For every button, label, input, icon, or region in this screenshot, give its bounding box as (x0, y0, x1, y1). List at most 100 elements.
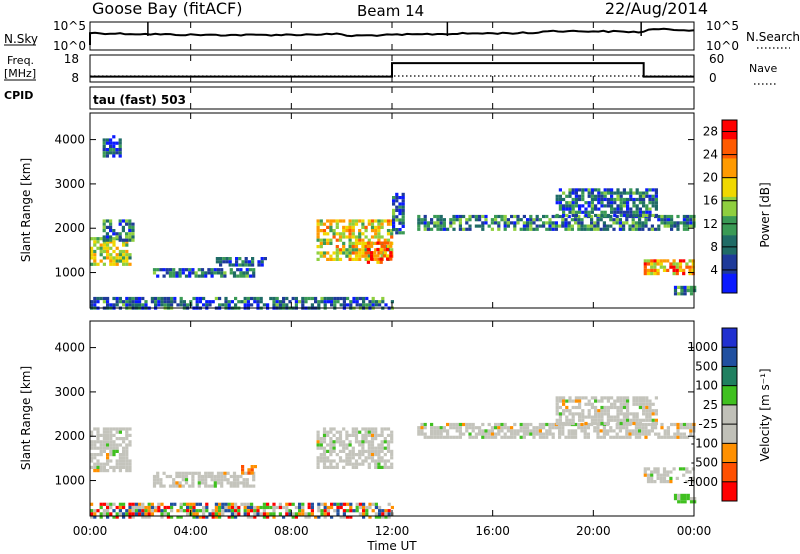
heatmap-cell (374, 232, 378, 236)
heatmap-cell (154, 300, 158, 304)
heatmap-cell (487, 432, 491, 436)
heatmap-cell (680, 493, 684, 497)
heatmap-cell (383, 453, 387, 457)
heatmap-cell (657, 214, 661, 219)
heatmap-cell (176, 303, 180, 307)
heatmap-cell (358, 248, 362, 252)
heatmap-cell (594, 197, 598, 202)
heatmap-cell (590, 405, 594, 410)
x-tick-label: 12:00 (375, 524, 410, 538)
heatmap-cell (342, 303, 346, 307)
heatmap-cell (590, 191, 594, 195)
heatmap-cell (131, 229, 135, 233)
heatmap-cell (634, 435, 638, 439)
y-tick-label: 3000 (54, 177, 85, 191)
heatmap-cell (207, 471, 211, 475)
heatmap-cell (335, 225, 339, 229)
heatmap-cell (214, 502, 218, 506)
heatmap-cell (629, 194, 633, 198)
heatmap-cell (326, 505, 330, 510)
heatmap-cell (96, 453, 100, 457)
heatmap-cell (659, 259, 663, 263)
heatmap-cell (548, 224, 552, 228)
heatmap-cell (532, 429, 536, 433)
heatmap-cell (144, 515, 148, 519)
heatmap-cell (197, 481, 201, 485)
heatmap-cell (629, 188, 633, 192)
heatmap-cell (125, 443, 129, 447)
heatmap-cell (314, 515, 318, 519)
heatmap-cell (319, 453, 323, 457)
heatmap-cell (345, 433, 349, 437)
heatmap-cell (638, 399, 642, 403)
heatmap-cell (118, 249, 122, 254)
heatmap-cell (348, 222, 352, 226)
heatmap-cell (616, 197, 620, 202)
heatmap-cell (672, 259, 676, 263)
heatmap-cell (181, 271, 185, 275)
heatmap-cell (102, 249, 106, 254)
heatmap-cell (578, 207, 582, 211)
heatmap-cell (128, 253, 132, 257)
heatmap-cell (307, 515, 311, 519)
heatmap-cell (571, 405, 575, 410)
heatmap-cell (638, 429, 642, 433)
heatmap-cell (384, 512, 388, 516)
heatmap-cell (191, 474, 195, 479)
heatmap-cell (122, 253, 126, 257)
heatmap-cell (243, 505, 247, 510)
heatmap-cell (122, 256, 126, 260)
heatmap-cell (558, 188, 562, 192)
heatmap-cell (619, 194, 623, 198)
heatmap-cell (657, 224, 661, 228)
heatmap-cell (645, 207, 649, 211)
heatmap-cell (172, 274, 176, 278)
heatmap-cell (162, 484, 166, 488)
heatmap-cell (629, 191, 633, 195)
heatmap-cell (380, 235, 384, 239)
heatmap-cell (96, 462, 100, 466)
heatmap-cell (285, 502, 289, 506)
heatmap-cell (586, 435, 590, 439)
heatmap-cell (294, 515, 298, 519)
heatmap-cell (468, 224, 472, 228)
heatmap-cell (109, 138, 113, 142)
heatmap-cell (163, 505, 167, 510)
heatmap-cell (390, 456, 394, 460)
heatmap-cell (96, 237, 100, 241)
heatmap-cell (160, 300, 164, 304)
heatmap-cell (679, 221, 683, 225)
heatmap-cell (644, 218, 648, 222)
heatmap-cell (574, 396, 578, 400)
heatmap-cell (653, 265, 657, 269)
heatmap-cell (319, 254, 323, 258)
heatmap-cell (152, 268, 157, 272)
heatmap-cell (386, 241, 390, 245)
heatmap-cell (691, 262, 695, 266)
heatmap-cell (348, 449, 352, 453)
colorbar-swatch (722, 404, 737, 425)
heatmap-cell (332, 446, 336, 450)
heatmap-cell (96, 296, 100, 301)
heatmap-cell (657, 432, 661, 436)
heatmap-cell (654, 191, 658, 195)
heatmap-cell (128, 509, 132, 513)
heatmap-cell (596, 224, 600, 228)
heatmap-cell (256, 303, 260, 307)
heatmap-cell (689, 432, 693, 436)
heatmap-cell (358, 229, 362, 233)
heatmap-cell (102, 509, 106, 513)
heatmap-cell (581, 194, 585, 198)
heatmap-cell (648, 399, 652, 403)
heatmap-cell (227, 509, 231, 513)
heatmap-cell (648, 418, 652, 422)
heatmap-cell (339, 505, 343, 510)
heatmap-cell (417, 214, 421, 219)
heatmap-cell (675, 272, 679, 276)
heatmap-cell (379, 260, 383, 264)
heatmap-cell (335, 251, 339, 255)
heatmap-cell (112, 259, 116, 263)
heatmap-cell (532, 227, 536, 231)
heatmap-cell (510, 214, 514, 219)
heatmap-cell (241, 468, 245, 472)
